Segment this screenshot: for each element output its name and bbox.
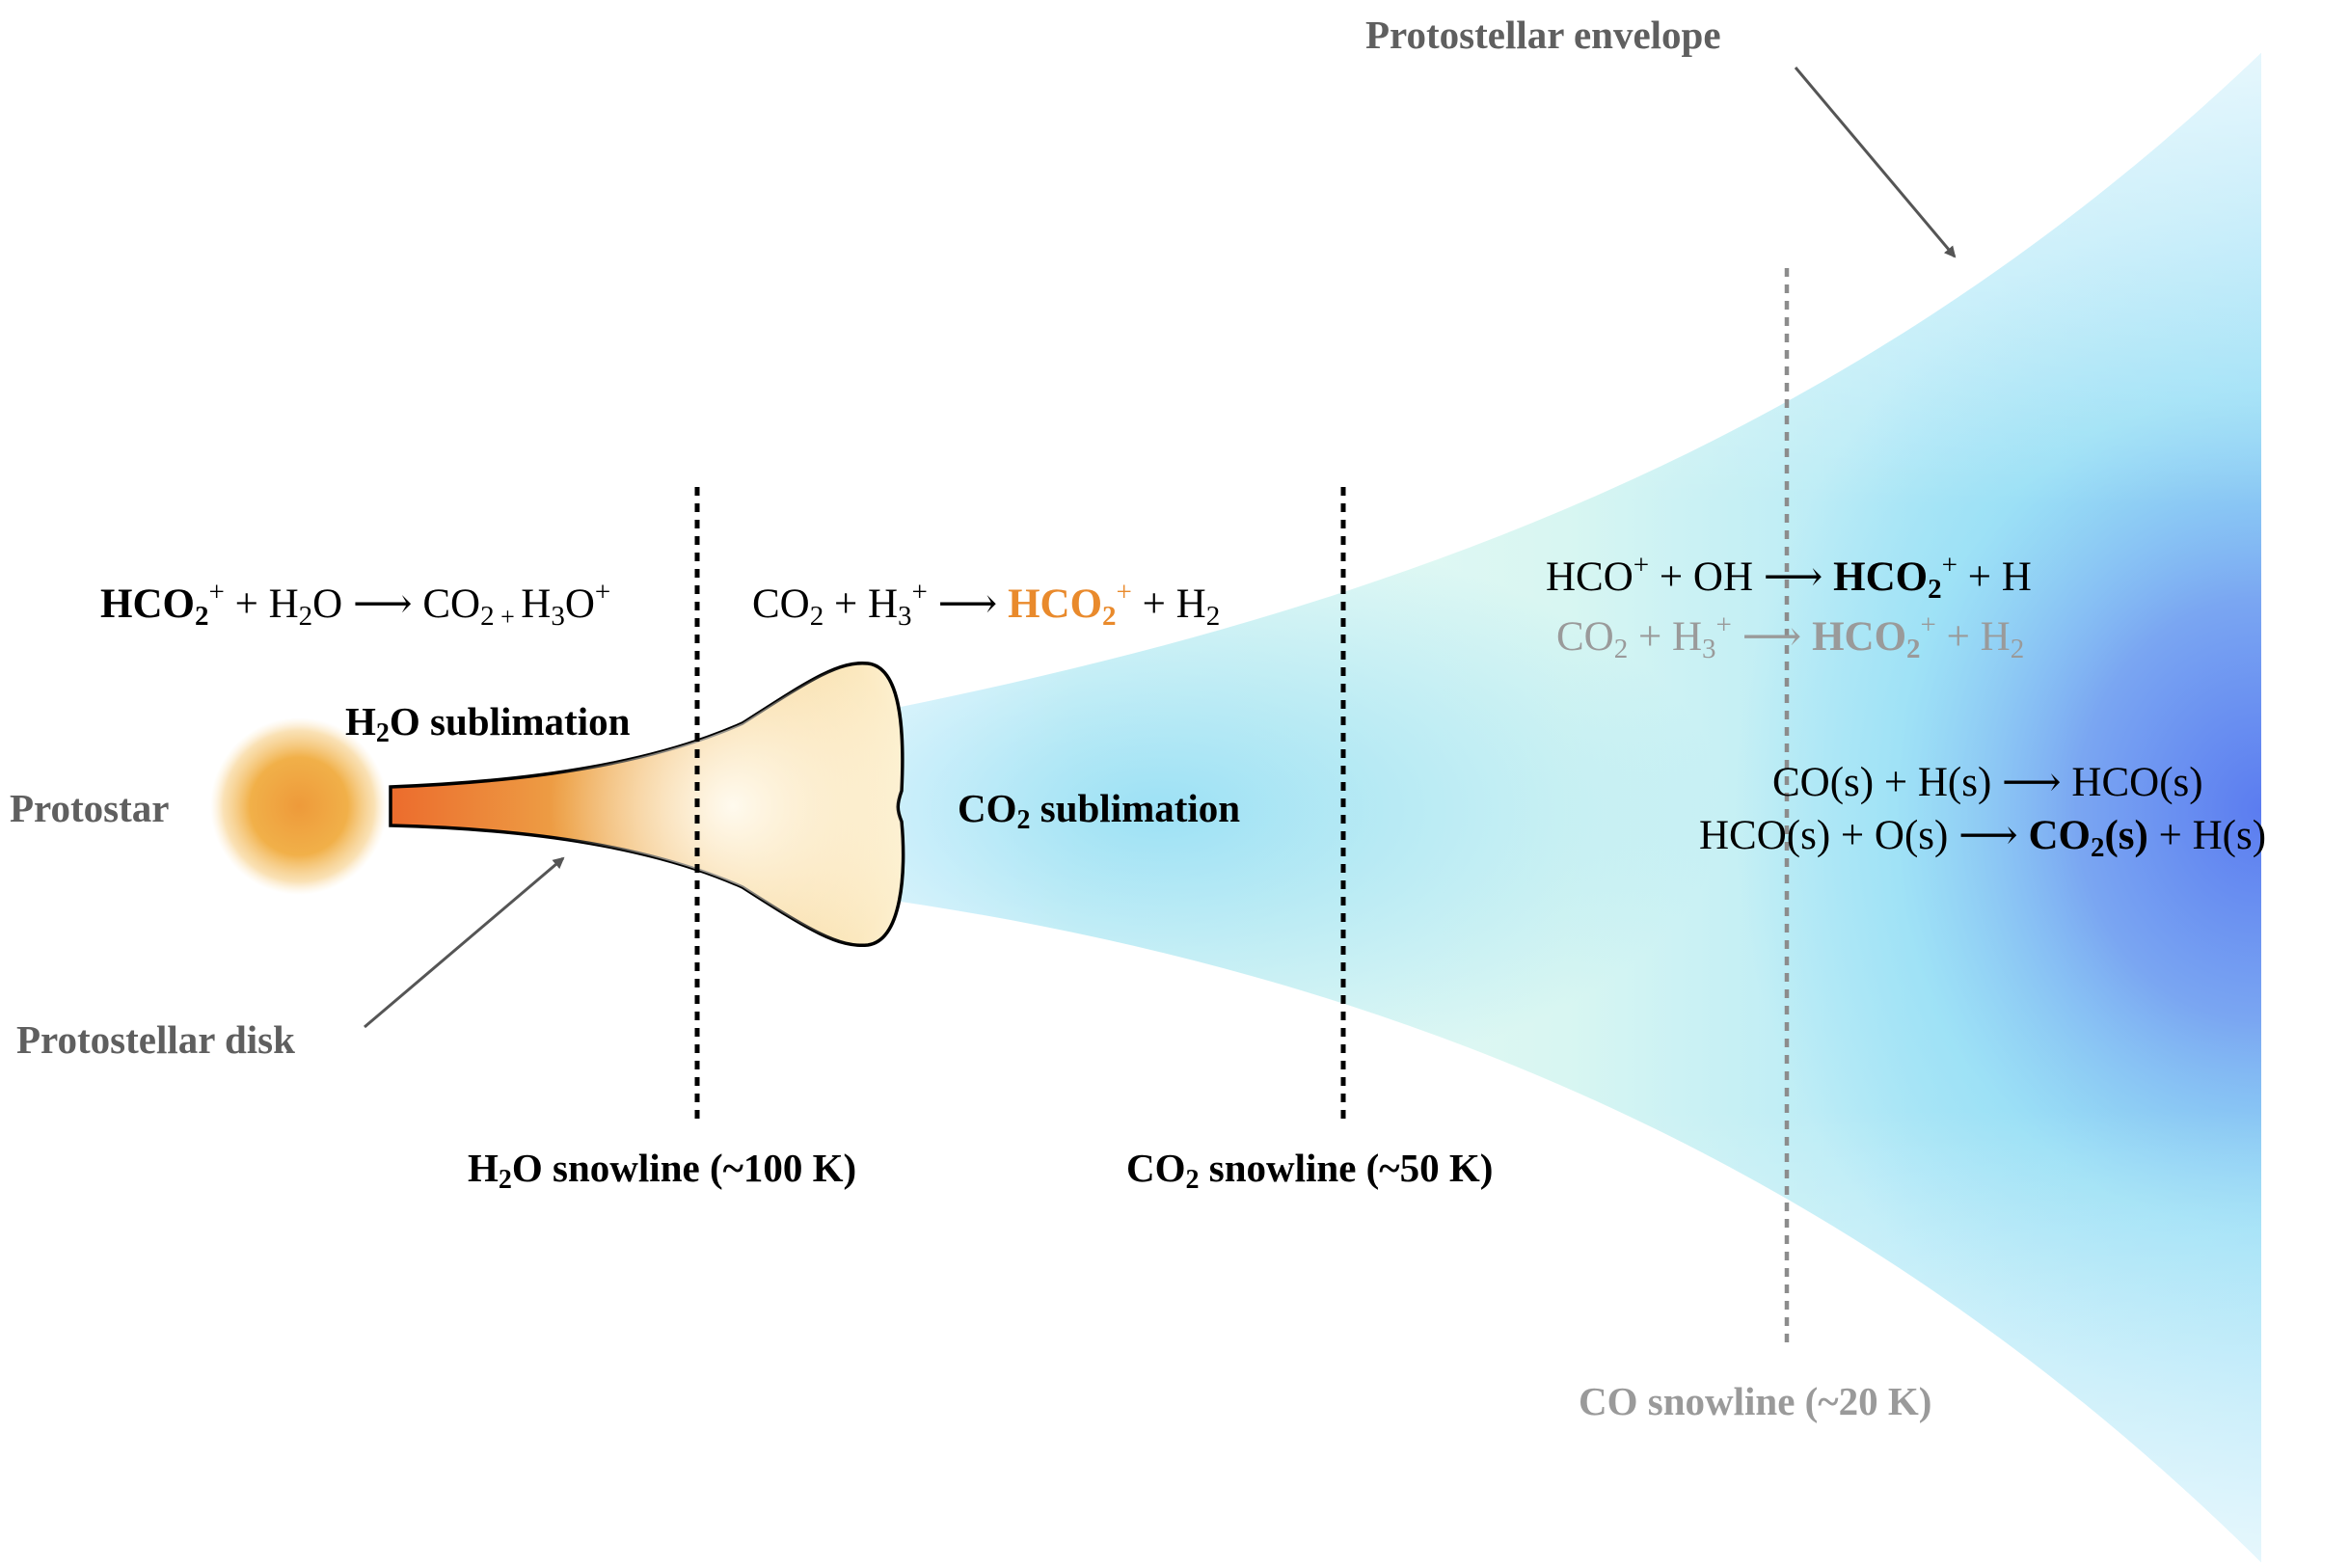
reaction-h2o-destruction: HCO2+ + H2O ⟶ CO2 + H3O+ bbox=[100, 577, 610, 632]
disk-pointer-arrow bbox=[364, 856, 565, 1029]
co2-snowline-label: CO2 snowline (~50 K) bbox=[1126, 1146, 1493, 1195]
protostellar-disk bbox=[389, 661, 905, 948]
co-snowline-label: CO snowline (~20 K) bbox=[1579, 1379, 1931, 1423]
protostellar-envelope-label: Protostellar envelope bbox=[1365, 13, 1721, 57]
reaction-co2-protonation-faded: CO2 + H3+ ⟶ HCO2+ + H2 bbox=[1556, 609, 2024, 664]
reaction-co2-protonation: CO2 + H3+ ⟶ HCO2+ + H2 bbox=[752, 577, 1220, 632]
protostellar-envelope bbox=[868, 53, 2261, 1562]
protostar-label: Protostar bbox=[10, 786, 169, 830]
h2o-sublimation-label: H2O sublimation bbox=[345, 699, 631, 748]
protostellar-disk-label: Protostellar disk bbox=[16, 1017, 295, 1062]
protostar-icon bbox=[210, 717, 388, 895]
reaction-hco-oh: HCO+ + OH ⟶ HCO2+ + H bbox=[1546, 550, 2032, 605]
envelope-pointer-arrow bbox=[1794, 67, 1957, 258]
co2-sublimation-label: CO2 sublimation bbox=[958, 786, 1240, 835]
reaction-surface-co2: HCO(s) + O(s) ⟶ CO2(s) + H(s) bbox=[1699, 813, 2266, 863]
h2o-snowline-label: H2O snowline (~100 K) bbox=[468, 1146, 856, 1195]
reaction-surface-hco: CO(s) + H(s) ⟶ HCO(s) bbox=[1772, 760, 2203, 805]
